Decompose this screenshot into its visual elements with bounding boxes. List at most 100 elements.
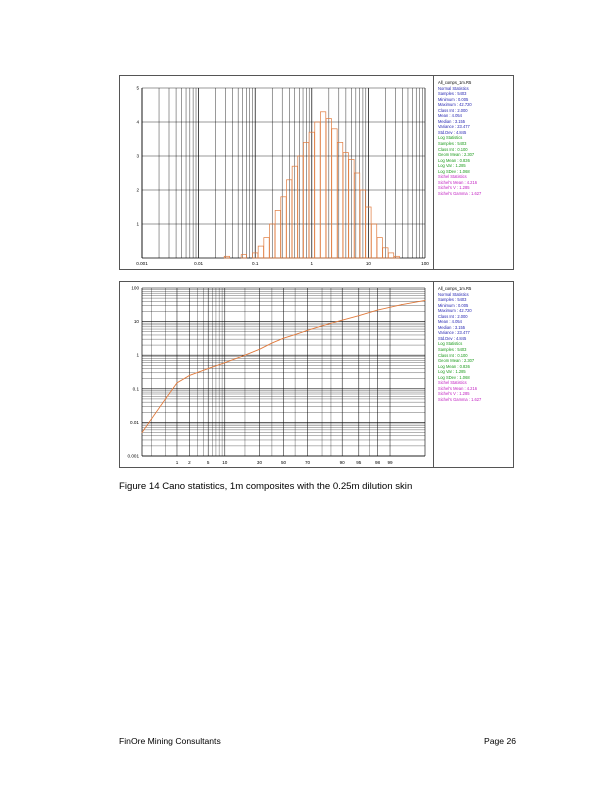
log-stats-heading: Log Statistics — [438, 341, 463, 347]
normal-stat-line: Median : 3.155 — [438, 324, 466, 330]
y-tick-label: 5 — [136, 86, 139, 91]
histogram-bar — [223, 255, 230, 259]
x-tick-label: 1 — [176, 460, 179, 465]
log-stat-line: Geom Mean : 2.307 — [438, 358, 475, 364]
y-tick-label: 4 — [136, 120, 139, 125]
normal-stat-line: Samples : 5403 — [438, 91, 467, 97]
figure-caption: Figure 14 Cano statistics, 1m composites… — [119, 481, 413, 492]
x-tick-label: 98 — [375, 460, 381, 465]
normal-stat-line: Mean : 4.054 — [438, 113, 462, 119]
x-tick-label: 99 — [387, 460, 393, 465]
log-stats-heading: Log Statistics — [438, 135, 463, 141]
curve-point — [224, 362, 226, 364]
y-tick-label: 2 — [136, 188, 139, 193]
curve-point — [400, 304, 402, 306]
y-tick-label: 1 — [136, 353, 139, 358]
log-stat-line: Log Mean : 0.836 — [438, 363, 470, 369]
x-tick-label: 70 — [305, 460, 311, 465]
normal-stat-line: Class Int : 2.000 — [438, 313, 468, 319]
histogram-chart: 1 2 3 4 5 0.001 0.01 0.1 1 10 100 — [136, 86, 429, 267]
x-tick-label: 10 — [222, 460, 228, 465]
y-tick-label: 0.1 — [133, 386, 140, 391]
curve-point — [424, 299, 426, 301]
histogram-bar — [274, 210, 281, 259]
x-tick-label: 1 — [311, 261, 314, 266]
normal-stats-heading: Normal Statistics — [438, 85, 469, 91]
histogram-bar — [337, 142, 344, 259]
x-tick-label: 0.001 — [136, 261, 148, 266]
footer-company: FinOre Mining Consultants — [119, 736, 221, 746]
histogram-bar — [393, 255, 400, 259]
x-tick-label: 100 — [421, 261, 429, 266]
x-tick-label: 50 — [281, 460, 287, 465]
normal-stat-line: Maximum : 42.720 — [438, 102, 472, 108]
normal-stat-line: Minimum : 0.005 — [438, 96, 469, 102]
y-tick-label: 3 — [136, 154, 139, 159]
normal-stat-line: Std.Dev : 4.845 — [438, 335, 467, 341]
sichel-stat-line: Sichel's Mean : 4.216 — [438, 385, 478, 391]
histogram-bar — [376, 237, 383, 259]
normal-stat-line: Maximum : 42.720 — [438, 308, 472, 314]
panel-divider — [433, 76, 434, 269]
curve-point — [307, 329, 308, 331]
y-tick-label: 10 — [134, 319, 140, 324]
x-tick-label: 30 — [257, 460, 263, 465]
y-tick-label: 1 — [136, 222, 139, 227]
histogram-bar — [371, 223, 378, 259]
normal-stat-line: Samples : 5403 — [438, 297, 467, 303]
log-stat-line: Log SDev : 1.068 — [438, 168, 470, 174]
x-tick-label: 95 — [356, 460, 362, 465]
log-stat-line: Log Mean : 0.836 — [438, 157, 470, 163]
sichel-stat-line: Sichel's V : 1.285 — [438, 391, 470, 397]
histogram-bar — [240, 254, 247, 259]
x-tick-label: 5 — [207, 460, 210, 465]
x-tick-label: 0.1 — [252, 261, 259, 266]
x-tick-label: 2 — [188, 460, 191, 465]
sichel-stat-line: Sichel's V : 1.285 — [438, 185, 470, 191]
stats-legend: All_comps_1m.R5 Normal Statistics Sample… — [438, 286, 481, 402]
normal-stats-heading: Normal Statistics — [438, 291, 469, 297]
curve-point — [294, 334, 296, 336]
log-stat-line: Log SDev : 1.068 — [438, 374, 470, 380]
normal-stat-line: Class Int : 2.000 — [438, 107, 468, 113]
curve-point — [244, 354, 246, 356]
stats-title: All_comps_1m.R5 — [438, 80, 472, 85]
normal-stat-line: Variance : 23.477 — [438, 330, 470, 336]
sichel-stat-line: Sichel's Mean : 4.216 — [438, 179, 478, 185]
curve-point — [189, 374, 190, 376]
histogram-bar — [331, 128, 338, 259]
panel-divider — [433, 282, 434, 467]
probability-panel: 100 10 1 0.1 0.01 0.001 1 2 5 10 30 50 70 90 95 98 99 Al… — [119, 281, 514, 468]
footer-page-number: Page 26 — [484, 736, 517, 746]
curve-point — [358, 315, 360, 317]
y-tick-label: 0.001 — [128, 454, 140, 459]
normal-stat-line: Minimum : 0.005 — [438, 302, 469, 308]
log-stat-line: Samples : 5403 — [438, 141, 467, 147]
curve-point — [207, 368, 209, 370]
curve-point — [176, 382, 178, 384]
cumulative-curve — [141, 299, 426, 433]
histogram-bar — [297, 155, 304, 259]
x-tick-label: 0.01 — [194, 261, 203, 266]
sichel-stat-line: Sichel's Gamma : 1.627 — [438, 396, 482, 402]
curve-point — [341, 319, 343, 321]
log-stat-line: Log Var : 1.285 — [438, 369, 466, 375]
histogram-bar — [257, 245, 264, 259]
normal-stat-line: Std.Dev : 4.845 — [438, 129, 467, 135]
curve-point — [141, 432, 143, 433]
curve-point — [321, 325, 323, 327]
stats-legend: All_comps_1m.R5 Normal Statistics Sample… — [438, 80, 481, 196]
log-stat-line: Geom Mean : 2.307 — [438, 152, 475, 158]
log-stat-line: Samples : 5403 — [438, 347, 467, 353]
curve-point — [283, 337, 284, 339]
curve-point — [377, 309, 378, 311]
log-stat-line: Log Var : 1.285 — [438, 163, 466, 169]
curve-point — [165, 398, 167, 400]
sichel-stats-heading: Sichel Statistics — [438, 174, 467, 180]
y-tick-label: 0.01 — [130, 420, 139, 425]
histogram-bar — [388, 252, 395, 259]
probability-chart: 100 10 1 0.1 0.01 0.001 1 2 5 10 30 50 70 90 95 98 99 — [128, 286, 426, 465]
histogram-bar — [280, 196, 287, 259]
sichel-stat-line: Sichel's Gamma : 1.627 — [438, 190, 482, 196]
histogram-bar — [354, 172, 361, 259]
